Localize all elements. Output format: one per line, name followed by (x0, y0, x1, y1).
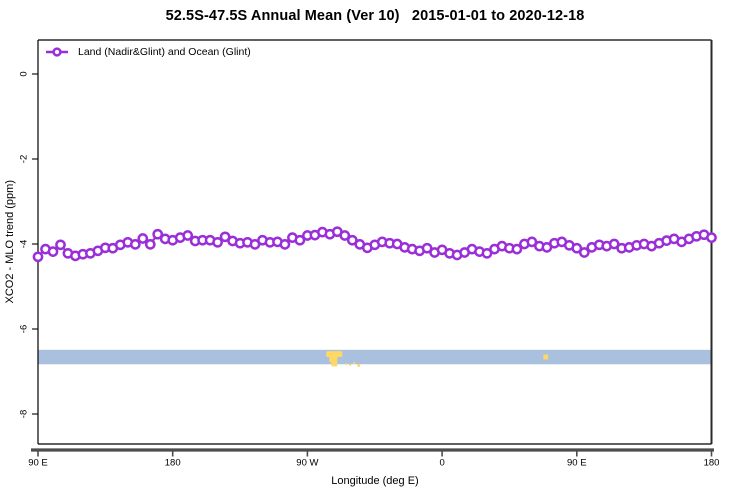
data-point (294, 234, 306, 246)
data-point (706, 232, 717, 243)
data-point (249, 239, 261, 250)
data-point (55, 239, 66, 251)
data-point (578, 247, 590, 258)
data-point (219, 231, 231, 243)
data-point (182, 230, 194, 241)
yellow-flag-marks (326, 351, 549, 367)
y-tick-label: -8 (19, 410, 30, 418)
data-point (129, 239, 141, 250)
data-point (32, 251, 44, 263)
chart-title: 52.5S-47.5S Annual Mean (Ver 10) 2015-01… (165, 8, 585, 24)
data-point (481, 247, 493, 259)
y-tick-label: 0 (19, 71, 30, 76)
data-point (279, 239, 291, 250)
legend-label: Land (Nadir&Glint) and Ocean (Glint) (78, 46, 251, 58)
series-points (32, 226, 717, 263)
data-point (421, 242, 433, 254)
y-tick-label: -4 (19, 240, 30, 248)
data-point (541, 242, 553, 253)
x-tick-label: 90 E (567, 458, 587, 469)
trend-band (38, 349, 712, 365)
data-point (346, 234, 358, 246)
data-point (511, 243, 523, 255)
x-axis-title: Longitude (deg E) (331, 475, 419, 487)
data-point (608, 238, 620, 250)
legend-marker-icon (46, 47, 68, 57)
x-tick-label: 180 (165, 458, 181, 469)
x-tick-label: 0 (439, 458, 444, 469)
y-tick-label: -6 (19, 325, 30, 333)
x-axis-ticks: 90 E 180 90 W 0 90 E 180 (28, 449, 719, 469)
x-tick-label: 90 E (28, 458, 48, 469)
data-point (47, 246, 59, 257)
data-point (144, 239, 156, 250)
y-tick-label: -2 (19, 155, 30, 163)
legend: Land (Nadir&Glint) and Ocean (Glint) (45, 45, 251, 59)
x-tick-label: 90 W (296, 458, 318, 469)
data-point (571, 242, 583, 254)
y-axis-ticks: 0 -2 -4 -6 -8 (19, 71, 38, 418)
data-point (152, 228, 164, 240)
data-point (212, 236, 223, 248)
data-point (137, 233, 149, 244)
x-tick-label: 180 (704, 458, 720, 469)
data-point (526, 236, 538, 248)
y-axis-title: XCO2 - MLO trend (ppm) (3, 180, 16, 304)
data-point (339, 230, 351, 241)
